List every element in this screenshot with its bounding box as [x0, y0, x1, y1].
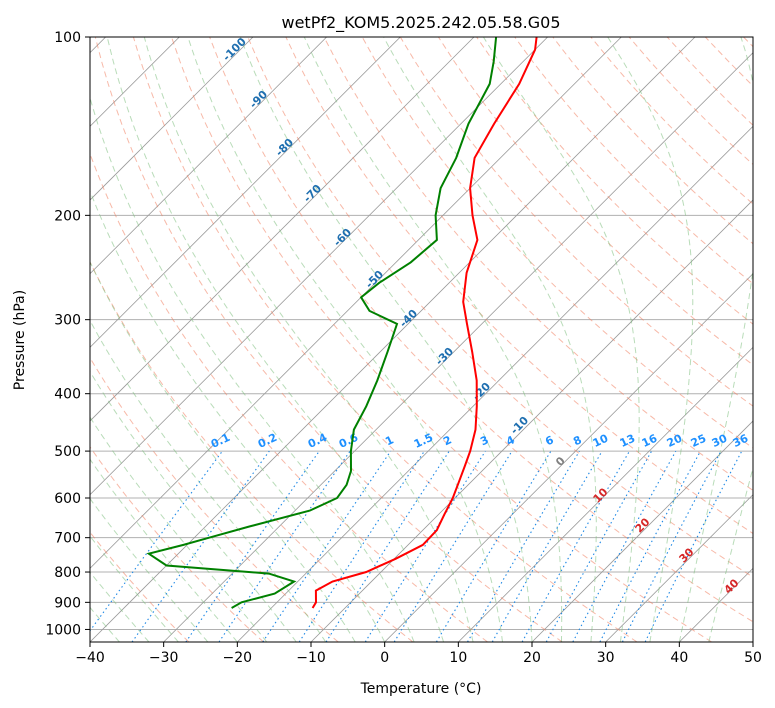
- x-tick-label: 40: [670, 650, 688, 666]
- moist-adiabat-line: [303, 37, 563, 642]
- x-axis-ticks: −40 −30 −20 −10 0 10 20 30 40 50: [75, 642, 762, 666]
- x-tick-label: 10: [449, 650, 467, 666]
- mixing-ratio-label: 20: [665, 432, 685, 450]
- mixing-ratio-line: [435, 450, 552, 642]
- isotherm-line: [605, 494, 753, 642]
- y-tick-label: 500: [54, 444, 81, 460]
- dry-adiabat-line: [90, 446, 264, 642]
- x-tick-label: 0: [380, 650, 389, 666]
- x-axis-label: Temperature (°C): [360, 681, 482, 697]
- temperature-series-line: [311, 37, 538, 609]
- moist-adiabat-line: [143, 37, 474, 642]
- moist-adiabat-line: [90, 497, 209, 642]
- mixing-ratio-label: 25: [689, 432, 708, 450]
- isotherm-line: [237, 125, 753, 642]
- dry-adiabat-line: [476, 37, 753, 325]
- moist-adiabat-line: [90, 189, 386, 642]
- moist-adiabat-line: [90, 260, 356, 642]
- y-tick-label: 400: [54, 387, 81, 403]
- moist-adiabat-line: [90, 416, 268, 642]
- x-tick-label: −10: [296, 650, 326, 666]
- plot-frame: [89, 36, 754, 643]
- background-lines: [90, 37, 753, 642]
- isotherm-line: [531, 420, 753, 642]
- y-tick-label: 600: [54, 491, 81, 507]
- moist-adiabat-line: [239, 37, 533, 642]
- dry-adiabat-line: [247, 37, 753, 578]
- dry-adiabat-line: [323, 37, 753, 491]
- data-series: [146, 37, 538, 609]
- mixing-ratio-line: [185, 450, 320, 642]
- isotherm-line: [90, 37, 622, 569]
- x-tick-label: −30: [149, 650, 179, 666]
- isotherm-line: [163, 52, 753, 642]
- dry-adiabat-line: [514, 37, 753, 285]
- moist-adiabat-line: [678, 37, 753, 642]
- isotherm-line: [90, 37, 548, 496]
- dry-adiabat-line: [94, 37, 563, 642]
- x-tick-label: 30: [597, 650, 615, 666]
- x-tick-label: 20: [523, 650, 541, 666]
- moist-adiabat-line: [90, 319, 327, 642]
- moist-adiabat-line: [482, 37, 640, 642]
- mixing-ratio-line: [572, 450, 677, 642]
- chart-title: wetPf2_KOM5.2025.242.05.58.G05: [281, 13, 560, 33]
- mixing-ratio-label: 36: [731, 432, 751, 450]
- isobar-lines: [90, 37, 753, 630]
- mixing-ratio-line: [325, 450, 450, 642]
- isotherm-line: [384, 273, 753, 642]
- y-tick-label: 900: [54, 595, 81, 611]
- mixing-ratio-line: [467, 450, 580, 642]
- y-tick-label: 700: [54, 531, 81, 547]
- x-tick-label: 50: [744, 650, 762, 666]
- y-tick-label: 100: [54, 30, 81, 46]
- mixing-ratio-label: 30: [710, 432, 730, 450]
- isotherm-line: [90, 37, 327, 275]
- mixing-ratio-line: [298, 450, 425, 642]
- isotherm-line: [90, 37, 475, 422]
- moist-adiabat-lines: [90, 37, 753, 642]
- moist-adiabat-line: [90, 370, 297, 642]
- moist-adiabat-line: [90, 535, 179, 642]
- moist-adiabat-line: [90, 571, 150, 642]
- dewpoint-series-line: [146, 37, 498, 609]
- dry-adiabat-line: [285, 37, 753, 535]
- mixing-ratio-lines: [90, 450, 743, 642]
- mixing-ratio-label: 16: [640, 432, 660, 450]
- y-tick-label: 1000: [45, 622, 81, 638]
- mixing-ratio-line: [218, 450, 351, 642]
- x-tick-label: −40: [75, 650, 105, 666]
- y-tick-label: 200: [54, 208, 81, 224]
- dry-adiabat-line: [171, 37, 712, 642]
- isotherm-line: [90, 37, 254, 201]
- y-tick-label: 800: [54, 565, 81, 581]
- moist-adiabat-line: [106, 37, 445, 642]
- y-axis-ticks: 1000 900 800 700 600 500 400 300 200 100: [45, 30, 90, 638]
- mixing-ratio-line: [262, 450, 392, 642]
- y-axis-label: Pressure (hPa): [12, 290, 28, 390]
- moist-adiabat-line: [708, 466, 753, 642]
- moist-adiabat-line: [607, 37, 694, 642]
- mixing-ratio-label: 13: [618, 432, 637, 450]
- moist-adiabat-line: [90, 96, 415, 642]
- x-tick-label: −20: [223, 650, 253, 666]
- isotherm-line: [90, 37, 401, 348]
- dry-adiabat-line: [132, 37, 638, 642]
- moist-adiabat-line: [383, 37, 597, 642]
- y-tick-label: 300: [54, 313, 81, 329]
- mixing-ratio-line: [599, 450, 701, 642]
- moist-adiabat-line: [90, 458, 238, 642]
- dry-adiabat-line: [209, 37, 753, 623]
- mixing-ratio-line: [393, 450, 513, 642]
- mixing-ratio-line: [364, 450, 486, 642]
- mixing-ratio-label: 10: [591, 432, 611, 450]
